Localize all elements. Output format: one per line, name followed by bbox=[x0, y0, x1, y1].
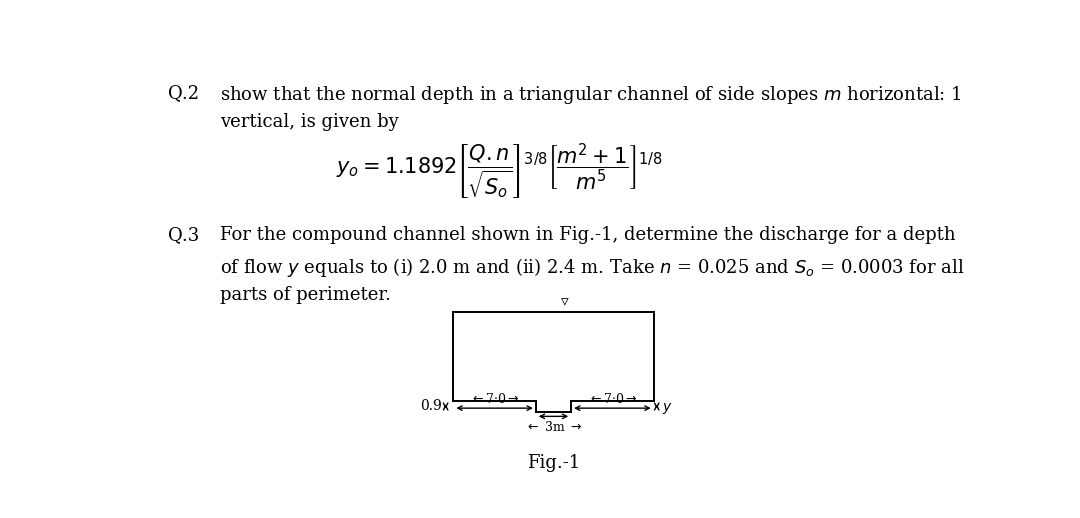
Text: $\triangledown$: $\triangledown$ bbox=[561, 294, 570, 309]
Text: of flow $y$ equals to (i) 2.0 m and (ii) 2.4 m. Take $n$ = 0.025 and $S_o$ = 0.0: of flow $y$ equals to (i) 2.0 m and (ii)… bbox=[220, 256, 964, 279]
Text: vertical, is given by: vertical, is given by bbox=[220, 113, 399, 131]
Text: 0.9: 0.9 bbox=[420, 399, 442, 413]
Text: Q.3: Q.3 bbox=[167, 226, 199, 244]
Text: show that the normal depth in a triangular channel of side slopes $m$ horizontal: show that the normal depth in a triangul… bbox=[220, 84, 962, 106]
Text: Fig.-1: Fig.-1 bbox=[527, 454, 580, 472]
Text: $y$: $y$ bbox=[662, 400, 673, 415]
Text: $\leftarrow$7$\cdot$0$\rightarrow$: $\leftarrow$7$\cdot$0$\rightarrow$ bbox=[470, 392, 519, 406]
Text: Q.2: Q.2 bbox=[167, 84, 199, 102]
Text: $\leftarrow$7$\cdot$0$\rightarrow$: $\leftarrow$7$\cdot$0$\rightarrow$ bbox=[588, 392, 637, 406]
Text: For the compound channel shown in Fig.-1, determine the discharge for a depth: For the compound channel shown in Fig.-1… bbox=[220, 226, 956, 244]
Text: $y_o = 1.1892\left[\dfrac{Q.n}{\sqrt{S_o}}\right]^{3/8}\left[\dfrac{m^2+1}{m^5}\: $y_o = 1.1892\left[\dfrac{Q.n}{\sqrt{S_o… bbox=[337, 141, 663, 202]
Text: parts of perimeter.: parts of perimeter. bbox=[220, 286, 391, 304]
Text: $\leftarrow$ 3m $\rightarrow$: $\leftarrow$ 3m $\rightarrow$ bbox=[525, 420, 582, 434]
